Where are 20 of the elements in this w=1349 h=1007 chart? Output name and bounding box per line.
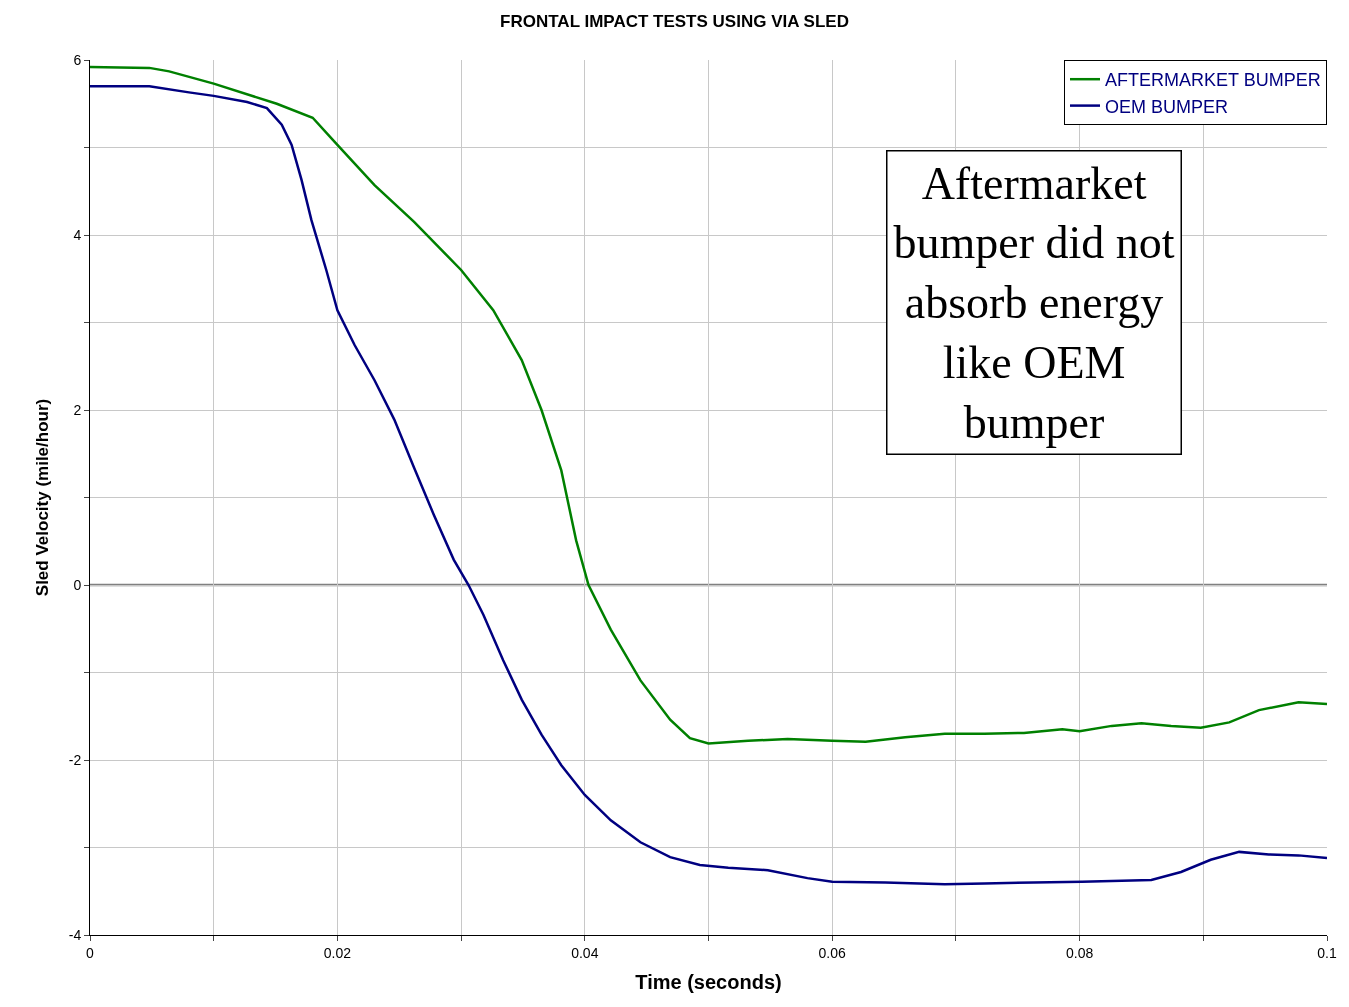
legend-label: AFTERMARKET BUMPER [1105, 70, 1321, 91]
x-tick-label: 0 [86, 944, 95, 961]
legend-label: OEM BUMPER [1105, 96, 1229, 117]
x-tick-label: 0.02 [323, 944, 352, 961]
y-axis-title: Sled Velocity (mile/hour) [33, 398, 53, 597]
chart-title: FRONTAL IMPACT TESTS USING VIA SLED [500, 12, 849, 31]
x-tick-label: 0.08 [1065, 944, 1094, 961]
y-tick-label: -2 [68, 751, 82, 768]
x-axis-title: Time (seconds) [635, 971, 782, 994]
x-tick-label: 0.1 [1317, 944, 1337, 961]
y-tick-label: -4 [68, 926, 82, 943]
y-tick-label: 4 [73, 226, 82, 243]
y-tick-label: 2 [73, 401, 82, 418]
x-tick-label: 0.04 [571, 944, 599, 961]
line-series [90, 65, 1327, 745]
line-series [90, 85, 1327, 886]
y-tick-label: 6 [73, 51, 82, 68]
annotation: Aftermarket bumper did not absorb energy like OEM bumper [893, 157, 1175, 448]
y-tick-label: 0 [73, 576, 82, 593]
x-tick-label: 0.06 [818, 944, 847, 961]
